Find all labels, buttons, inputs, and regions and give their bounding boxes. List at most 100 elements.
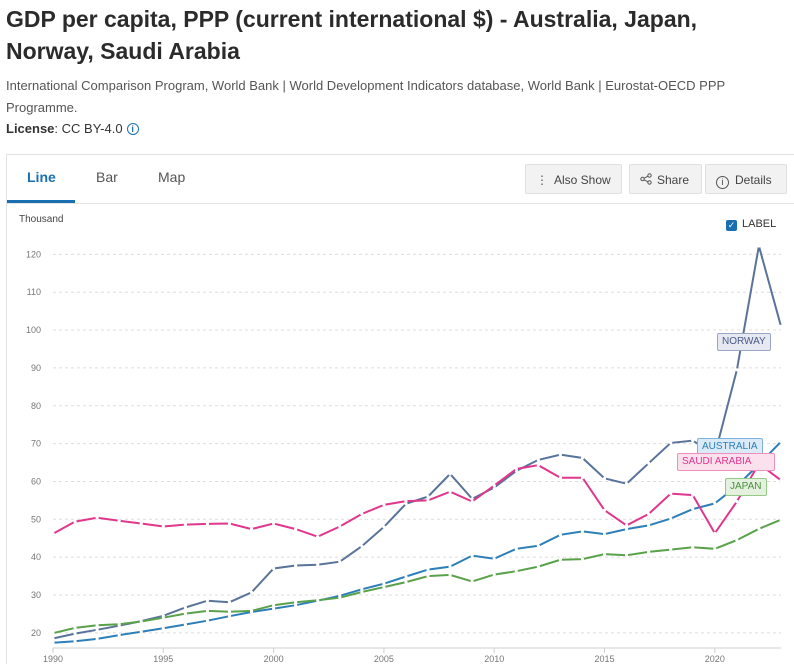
data-point-norway xyxy=(183,605,187,610)
data-point-saudi-arabia xyxy=(624,523,629,527)
x-tick-label: 2020 xyxy=(705,654,725,664)
series-label-japan: JAPAN xyxy=(725,478,767,496)
data-point-norway xyxy=(536,458,540,462)
data-point-norway xyxy=(735,368,739,372)
data-point-saudi-arabia xyxy=(183,523,187,527)
series-label-saudi-arabia: SAUDI ARABIA xyxy=(677,453,775,471)
x-tick-label: 2015 xyxy=(594,654,614,664)
data-point-australia xyxy=(95,637,99,641)
chart-panel: Line Bar Map ⋮ Also Show Share i Details T… xyxy=(6,154,794,664)
data-point-japan xyxy=(95,623,99,627)
data-point-saudi-arabia xyxy=(73,519,77,524)
license-value: : CC BY-4.0 xyxy=(54,121,123,136)
data-point-japan xyxy=(249,609,254,613)
data-point-japan xyxy=(294,600,298,604)
data-point-japan xyxy=(227,610,232,614)
data-point-australia xyxy=(161,626,165,630)
data-point-norway xyxy=(448,472,452,476)
vertical-ellipsis-icon: ⋮ xyxy=(536,173,548,187)
data-point-japan xyxy=(316,598,320,602)
data-point-saudi-arabia xyxy=(272,521,276,526)
data-point-australia xyxy=(713,501,717,506)
data-point-saudi-arabia xyxy=(95,516,99,520)
data-point-saudi-arabia xyxy=(161,524,165,529)
data-point-australia xyxy=(602,532,607,536)
data-point-norway xyxy=(602,476,607,481)
source-note: International Comparison Program, World … xyxy=(6,78,725,115)
data-point-japan xyxy=(580,557,585,561)
data-point-norway xyxy=(338,560,342,564)
data-point-saudi-arabia xyxy=(669,491,673,496)
data-point-saudi-arabia xyxy=(448,490,452,494)
view-tabs: Line Bar Map ⋮ Also Show Share i Details xyxy=(7,155,794,204)
data-point-saudi-arabia xyxy=(51,532,55,536)
tab-line[interactable]: Line xyxy=(27,169,56,185)
data-point-saudi-arabia xyxy=(647,512,651,516)
page-title: GDP per capita, PPP (current internation… xyxy=(6,6,698,64)
data-point-japan xyxy=(338,596,342,600)
data-point-norway xyxy=(624,482,629,486)
data-point-norway xyxy=(227,600,232,604)
data-point-norway xyxy=(382,525,386,529)
data-point-japan xyxy=(691,545,695,549)
y-tick-label: 60 xyxy=(31,476,41,486)
data-point-japan xyxy=(624,553,629,557)
data-point-japan xyxy=(73,626,77,630)
label-toggle[interactable]: ✓ LABEL xyxy=(726,218,776,231)
data-point-saudi-arabia xyxy=(382,503,386,507)
data-point-saudi-arabia xyxy=(470,499,474,504)
data-point-japan xyxy=(139,619,143,624)
data-point-saudi-arabia xyxy=(338,524,342,529)
y-tick-label: 20 xyxy=(31,628,41,638)
tab-map[interactable]: Map xyxy=(158,169,186,185)
share-button[interactable]: Share xyxy=(629,164,702,194)
also-show-button[interactable]: ⋮ Also Show xyxy=(525,164,622,194)
data-point-norway xyxy=(580,456,585,460)
data-point-norway xyxy=(249,590,254,594)
data-point-australia xyxy=(558,533,562,537)
x-tick-label: 2005 xyxy=(374,654,394,664)
data-point-norway xyxy=(404,502,408,506)
details-button[interactable]: i Details xyxy=(705,164,787,194)
data-point-australia xyxy=(404,574,408,579)
data-point-norway xyxy=(294,563,298,568)
data-point-saudi-arabia xyxy=(580,476,585,480)
line-chart: Thousand 20 30 40 50 60 70 80 90 100 110 120 1990 19… xyxy=(19,214,783,664)
info-icon[interactable]: i xyxy=(126,123,139,135)
y-tick-label: 30 xyxy=(31,590,41,600)
data-point-australia xyxy=(272,607,276,611)
data-point-australia xyxy=(492,557,496,561)
data-point-saudi-arabia xyxy=(139,521,143,526)
data-point-norway xyxy=(73,632,77,636)
data-point-saudi-arabia xyxy=(779,478,783,482)
active-tab-indicator xyxy=(7,200,75,203)
data-point-australia xyxy=(691,507,695,511)
data-point-japan xyxy=(757,527,761,531)
data-point-australia xyxy=(51,641,55,645)
data-point-japan xyxy=(779,518,783,522)
data-point-australia xyxy=(624,527,629,531)
data-point-australia xyxy=(669,516,673,521)
tab-bar[interactable]: Bar xyxy=(96,169,118,185)
series-line-australia xyxy=(52,441,782,644)
data-point-norway xyxy=(691,438,695,443)
data-point-japan xyxy=(713,547,717,551)
data-point-japan xyxy=(514,569,518,573)
data-point-norway xyxy=(316,563,320,567)
data-point-australia xyxy=(360,587,364,591)
data-point-australia xyxy=(514,547,518,551)
x-tick-label: 2010 xyxy=(484,654,504,664)
data-point-saudi-arabia xyxy=(117,519,121,523)
data-point-japan xyxy=(558,558,562,562)
data-point-japan xyxy=(404,580,408,584)
details-label: Details xyxy=(735,173,772,187)
data-point-australia xyxy=(426,568,430,572)
data-point-australia xyxy=(470,554,474,558)
data-point-australia xyxy=(117,633,121,637)
y-tick-label: 40 xyxy=(31,552,41,562)
data-point-australia xyxy=(382,582,386,586)
data-point-saudi-arabia xyxy=(294,527,298,531)
checkbox-icon[interactable]: ✓ xyxy=(726,220,737,231)
data-point-saudi-arabia xyxy=(558,476,562,480)
data-point-australia xyxy=(227,614,232,618)
